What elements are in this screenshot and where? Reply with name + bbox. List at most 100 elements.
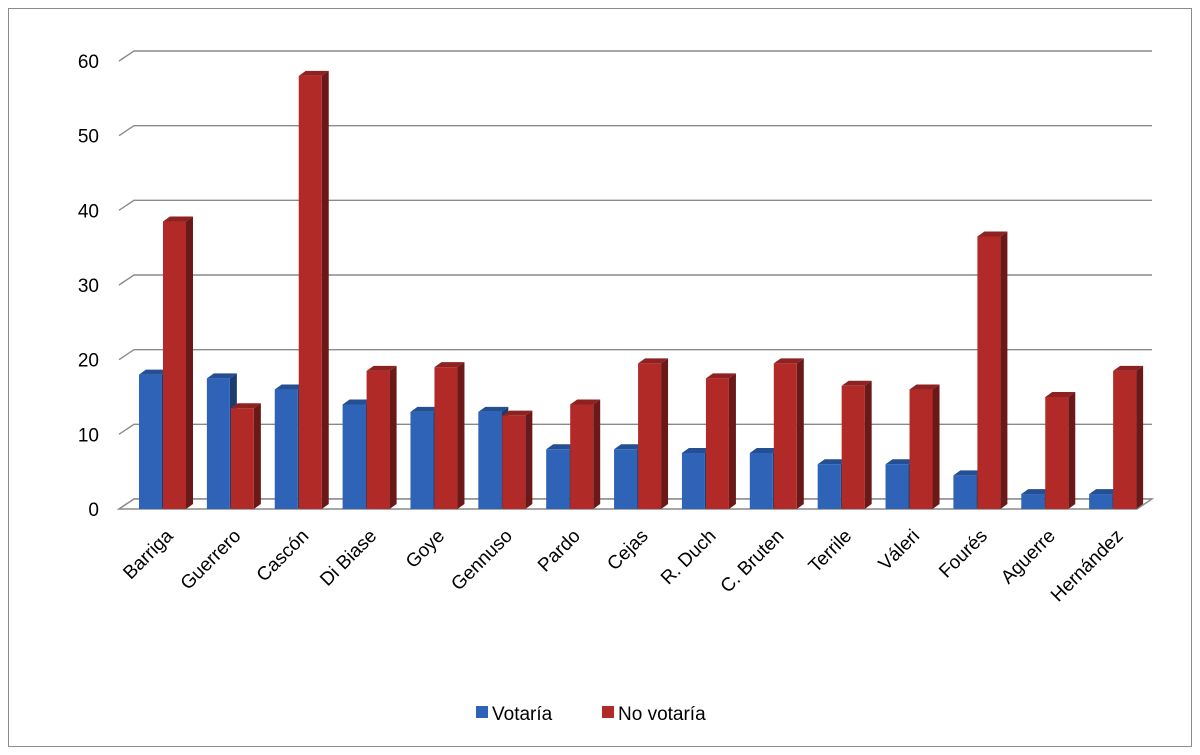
bar (909, 384, 940, 509)
bar-top (434, 362, 465, 368)
bar-front (841, 385, 865, 509)
gridlines (118, 50, 1152, 510)
bar-front (885, 464, 909, 509)
bar-top (206, 373, 237, 379)
bar-top (977, 231, 1008, 237)
bar-front (546, 449, 570, 509)
y-tick-label: 30 (78, 276, 99, 297)
gridline (118, 50, 1152, 62)
bar-front (1113, 370, 1137, 509)
bar-top (909, 384, 940, 390)
bar-top (230, 403, 261, 409)
bar (163, 216, 193, 510)
bar-top (366, 365, 397, 371)
bar-front (705, 378, 729, 509)
bar (434, 362, 465, 509)
bar-top (502, 410, 533, 416)
bar-side (186, 216, 193, 510)
x-tick-label: Váleri (875, 526, 924, 575)
gridline (118, 124, 1152, 137)
bar-front (681, 453, 705, 509)
x-tick-label: Aguerre (997, 526, 1060, 589)
bar-side (457, 362, 465, 509)
bar-front (773, 363, 797, 509)
x-tick-label: Cascón (253, 526, 313, 586)
bar-top (953, 470, 984, 476)
bar (570, 399, 601, 509)
x-tick-label: C. Bruten (717, 526, 789, 598)
bar-front (230, 408, 254, 509)
bar-front (502, 415, 526, 509)
bar-side (1000, 231, 1008, 509)
bar-side (1136, 365, 1144, 509)
bar-front (570, 404, 594, 509)
bar-top (773, 358, 804, 364)
bar-front (274, 389, 298, 509)
bar (1045, 392, 1076, 509)
x-axis-labels: Barriga Guerrero Cascón Di Biase GoyeGennuso… (119, 525, 1127, 606)
x-tick-label: Gennuso (447, 526, 516, 595)
bar-front (163, 221, 186, 510)
bar-top (681, 448, 712, 453)
bar-front (977, 236, 1001, 509)
y-axis-ticks: 0 10 20 30 40 50 60 (78, 52, 99, 521)
bar-top (1045, 392, 1076, 397)
bar-top (478, 406, 509, 412)
bar-front (749, 453, 773, 509)
gridline (118, 199, 1152, 211)
bar-top (841, 380, 872, 386)
x-tick-label: Guerrero (177, 526, 246, 595)
legend-label: No votaría (618, 704, 706, 725)
bar-side (864, 380, 872, 509)
gridline (118, 423, 1152, 435)
y-tick-label: 0 (88, 500, 99, 521)
x-tick-label: Pardo (534, 526, 585, 577)
bar-top (817, 459, 848, 465)
bar-top (139, 369, 169, 375)
y-tick-label: 20 (78, 351, 99, 372)
x-tick-label: Hernández (1047, 526, 1128, 607)
bar-front (434, 367, 458, 509)
bar-front (638, 363, 662, 509)
bar-front (953, 475, 977, 509)
bar-top (163, 216, 193, 222)
bar-front (614, 449, 638, 509)
bar-top (342, 399, 373, 405)
y-tick-label: 50 (78, 127, 99, 148)
bar (230, 403, 261, 509)
bar-front (366, 370, 390, 509)
bar-side (321, 70, 329, 509)
bar (502, 410, 533, 509)
y-tick-label: 60 (78, 52, 99, 73)
bar-top (570, 399, 601, 405)
bars (139, 70, 1144, 510)
bar-top (705, 373, 736, 379)
y-tick-label: 40 (78, 201, 99, 222)
bar-side (253, 403, 261, 509)
bar-side (728, 373, 736, 509)
bar-top (638, 358, 669, 364)
bar-front (1089, 494, 1113, 509)
gridline (118, 348, 1152, 361)
x-tick-label: Di Biase (316, 526, 381, 591)
bar-side (389, 365, 397, 509)
bar-chart: 0 10 20 30 40 50 60 Barriga Guerrero Cascón Di Bi… (78, 50, 1155, 725)
bar (638, 358, 669, 509)
chart-frame: 0 10 20 30 40 50 60 Barriga Guerrero Cascón Di Bi… (8, 8, 1192, 747)
bar-top (298, 70, 329, 76)
bar-front (478, 411, 502, 509)
bar-front (139, 374, 162, 509)
legend-swatch (602, 706, 614, 718)
bar-side (525, 410, 533, 509)
y-tick-label: 10 (78, 425, 99, 446)
x-tick-label: Fourés (935, 526, 992, 583)
x-tick-label: Goye (402, 526, 449, 573)
bar (841, 380, 872, 509)
bar-front (206, 378, 230, 509)
bar-front (1045, 397, 1069, 509)
bar-side (1068, 392, 1076, 509)
x-tick-label: Cejas (603, 526, 652, 575)
bar (977, 231, 1008, 509)
bar-top (546, 444, 577, 450)
bar-side (796, 358, 804, 509)
